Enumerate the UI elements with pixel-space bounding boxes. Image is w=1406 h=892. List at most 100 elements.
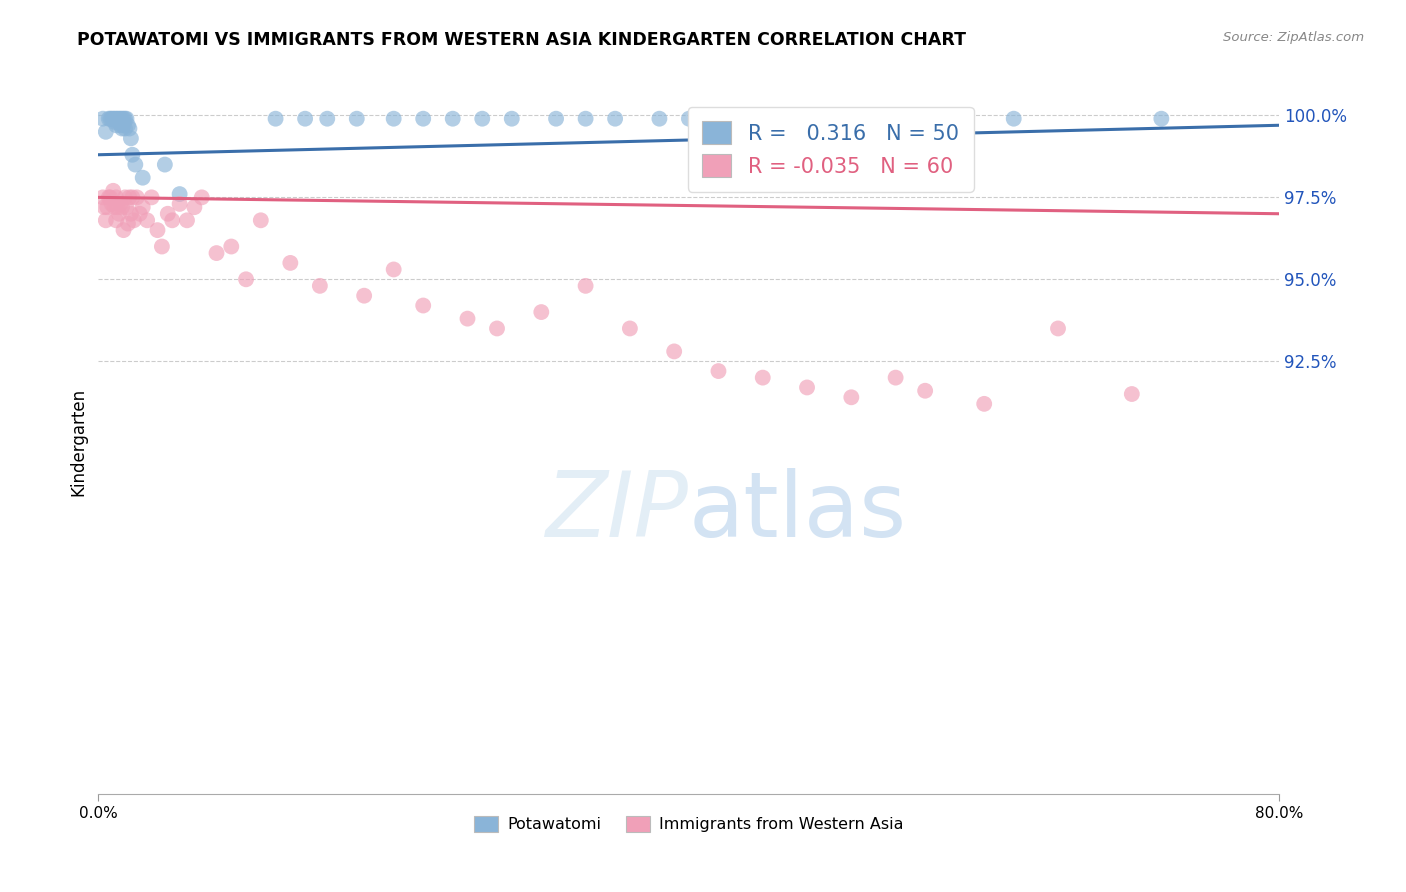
Point [112,112,135,126]
Point [105,112,128,126]
Point [108,115,131,129]
Point [1002,112,1025,126]
Point [530,305,553,319]
Text: Source: ZipAtlas.com: Source: ZipAtlas.com [1223,31,1364,45]
Point [169,187,191,202]
Point [98,112,121,126]
Point [94,125,117,139]
Point [250,213,273,227]
Point [316,112,339,126]
Text: atlas: atlas [689,468,907,556]
Point [114,112,136,126]
Point [111,200,134,214]
Point [110,118,132,132]
Point [94,213,117,227]
Point [111,112,134,126]
Point [914,384,936,398]
Point [97,112,120,126]
Point [111,115,134,129]
Point [107,200,129,214]
Point [128,207,150,221]
Point [111,121,134,136]
Point [115,200,138,214]
Point [93,200,115,214]
Point [104,200,127,214]
Point [124,158,146,172]
Point [457,311,479,326]
Text: ZIP: ZIP [546,468,689,556]
Point [107,112,129,126]
Legend: Potawatomi, Immigrants from Western Asia: Potawatomi, Immigrants from Western Asia [468,809,910,838]
Point [117,217,139,231]
Point [97,190,120,204]
Point [648,112,671,126]
Point [110,112,132,126]
Point [183,200,205,214]
Point [382,262,405,277]
Point [112,223,135,237]
Point [575,112,598,126]
Point [91,112,114,126]
Point [114,121,136,136]
Point [441,112,464,126]
Point [132,200,155,214]
Point [664,344,686,359]
Point [605,112,627,126]
Point [146,223,169,237]
Point [91,190,114,204]
Point [122,213,145,227]
Point [471,112,494,126]
Point [619,321,641,335]
Point [280,256,302,270]
Point [118,190,141,204]
Point [108,112,131,126]
Point [100,112,122,126]
Point [110,197,132,211]
Point [723,112,745,126]
Point [132,170,155,185]
Point [884,370,907,384]
Text: POTAWATOMI VS IMMIGRANTS FROM WESTERN ASIA KINDERGARTEN CORRELATION CHART: POTAWATOMI VS IMMIGRANTS FROM WESTERN AS… [77,31,966,49]
Point [96,200,118,214]
Point [117,118,139,132]
Point [121,190,143,204]
Point [412,299,434,313]
Point [103,184,125,198]
Point [841,390,863,404]
Point [150,239,173,253]
Point [114,190,136,204]
Point [112,118,135,132]
Point [169,197,191,211]
Point [678,112,700,126]
Point [973,397,995,411]
Point [191,190,214,204]
Point [205,246,228,260]
Point [107,115,129,129]
Point [110,115,132,129]
Point [1121,387,1143,401]
Point [309,278,332,293]
Point [382,112,405,126]
Point [104,112,127,126]
Point [412,112,434,126]
Point [153,158,176,172]
Point [108,207,131,221]
Point [120,131,142,145]
Point [104,115,127,129]
Point [105,190,128,204]
Point [176,213,198,227]
Point [1046,321,1070,335]
Point [501,112,523,126]
Point [141,190,163,204]
Point [546,112,568,126]
Point [1150,112,1173,126]
Point [115,112,138,126]
Point [162,213,183,227]
Point [120,207,142,221]
Point [103,112,125,126]
Point [98,190,121,204]
Point [156,207,179,221]
Point [125,190,148,204]
Point [486,321,509,335]
Point [346,112,368,126]
